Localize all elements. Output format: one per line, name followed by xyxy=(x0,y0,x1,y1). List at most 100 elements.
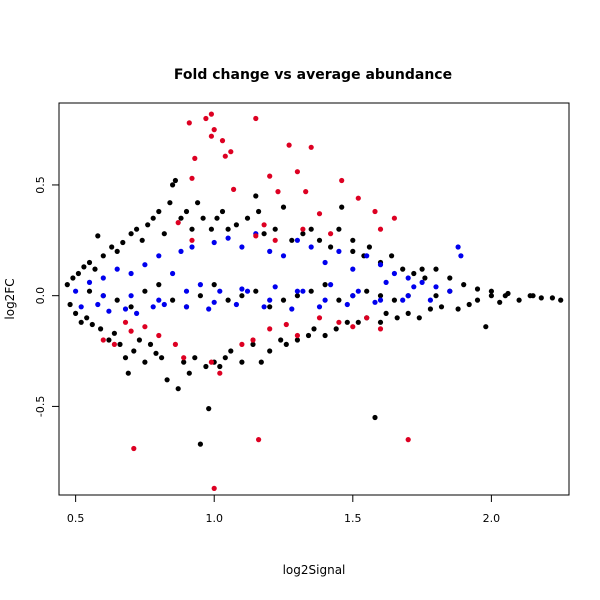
data-point xyxy=(447,288,453,294)
y-tick-label: 0.5 xyxy=(34,176,47,194)
data-point xyxy=(78,319,84,325)
data-point xyxy=(336,248,342,254)
data-point xyxy=(405,310,411,316)
data-point xyxy=(189,244,195,250)
data-point xyxy=(466,301,472,308)
data-point xyxy=(172,177,178,184)
data-point xyxy=(267,348,273,354)
data-point xyxy=(336,297,342,303)
data-point xyxy=(253,288,259,294)
data-point xyxy=(256,437,262,443)
data-point xyxy=(422,275,428,281)
data-point xyxy=(278,337,284,343)
data-point xyxy=(161,231,167,237)
data-point xyxy=(150,215,156,221)
chart-title: Fold change vs average abundance xyxy=(174,67,452,83)
data-point xyxy=(447,275,453,281)
data-point xyxy=(253,115,259,122)
data-point xyxy=(280,297,287,303)
data-point xyxy=(416,315,422,321)
data-point xyxy=(294,288,300,294)
data-point xyxy=(530,293,536,299)
data-point xyxy=(244,288,251,294)
x-tick-label: 2.0 xyxy=(483,512,501,525)
x-axis: 0.5 1.0 1.5 2.0 xyxy=(67,494,501,525)
data-point xyxy=(134,226,140,232)
data-point xyxy=(142,324,148,330)
data-point xyxy=(142,288,148,294)
data-point xyxy=(383,279,389,285)
data-point xyxy=(200,215,206,221)
data-point xyxy=(405,437,411,443)
data-point xyxy=(95,301,101,308)
data-point xyxy=(139,237,145,243)
data-point xyxy=(280,253,287,259)
data-point xyxy=(128,270,134,277)
data-point xyxy=(258,359,264,365)
data-point xyxy=(100,253,106,259)
data-point xyxy=(438,304,445,310)
data-point xyxy=(355,288,361,294)
data-point xyxy=(156,282,162,288)
data-point xyxy=(372,208,378,215)
data-point xyxy=(394,315,400,321)
data-point xyxy=(322,259,328,266)
data-point xyxy=(261,304,267,310)
data-point xyxy=(433,293,439,299)
data-point xyxy=(336,319,342,325)
data-point xyxy=(455,244,461,250)
data-point xyxy=(211,299,217,305)
points-layer xyxy=(64,111,564,491)
data-point xyxy=(192,355,198,361)
data-point xyxy=(122,355,129,361)
data-point xyxy=(195,200,201,206)
data-point xyxy=(261,222,267,228)
data-point xyxy=(206,406,212,412)
data-point xyxy=(95,233,101,239)
data-point xyxy=(400,297,406,303)
x-tick-label: 1.0 xyxy=(205,512,223,525)
data-point xyxy=(364,253,370,259)
data-point xyxy=(228,149,234,155)
data-point xyxy=(128,293,134,299)
data-point xyxy=(391,297,397,303)
data-point xyxy=(328,231,334,237)
data-point xyxy=(142,262,148,268)
series-blue xyxy=(73,231,464,316)
data-point xyxy=(159,355,165,361)
data-point xyxy=(156,297,162,303)
data-point xyxy=(377,297,384,303)
data-point xyxy=(189,226,195,232)
data-point xyxy=(222,153,228,159)
data-point xyxy=(67,301,73,308)
data-point xyxy=(73,288,79,294)
data-point xyxy=(267,173,273,179)
data-point xyxy=(339,177,345,184)
y-tick-label: 0.0 xyxy=(34,287,47,305)
data-point xyxy=(300,226,306,232)
data-point xyxy=(86,288,93,294)
data-point xyxy=(170,297,176,303)
data-point xyxy=(147,341,154,347)
data-point xyxy=(308,144,314,150)
data-point xyxy=(203,115,209,122)
data-point xyxy=(84,315,90,321)
data-point xyxy=(64,282,70,288)
data-point xyxy=(172,341,178,347)
data-point xyxy=(427,306,433,312)
x-tick-label: 0.5 xyxy=(67,512,85,525)
data-point xyxy=(89,321,95,328)
data-point xyxy=(294,337,300,343)
data-point xyxy=(175,220,181,226)
data-point xyxy=(178,248,184,254)
data-point xyxy=(474,286,481,292)
data-point xyxy=(350,237,356,243)
data-point xyxy=(100,275,106,281)
data-point xyxy=(225,226,231,232)
data-point xyxy=(272,284,278,290)
data-point xyxy=(364,315,370,321)
data-point xyxy=(250,337,256,343)
data-point xyxy=(186,370,192,376)
data-point xyxy=(377,226,384,232)
data-point xyxy=(308,288,314,294)
